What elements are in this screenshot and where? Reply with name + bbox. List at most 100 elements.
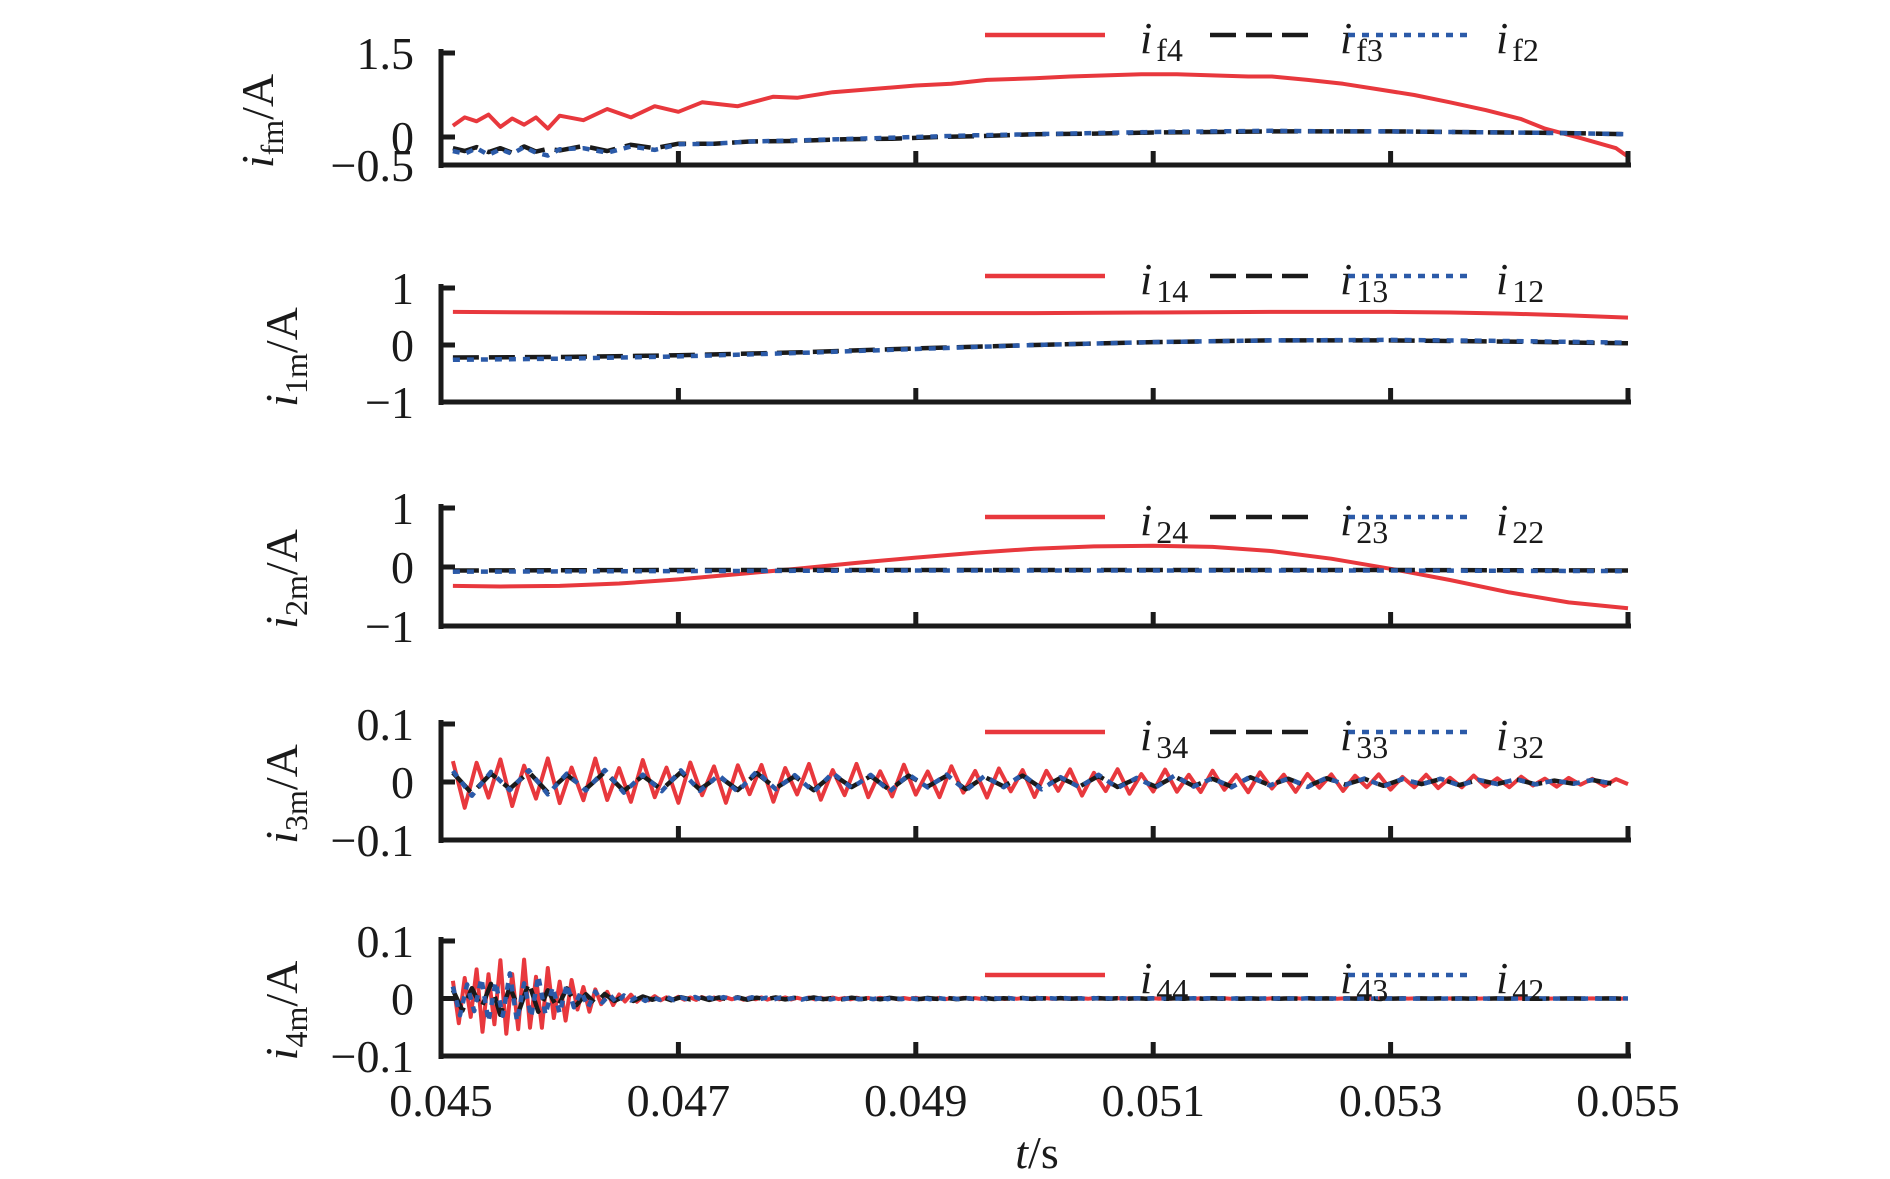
x-tick-label: 0.051 — [1101, 1075, 1205, 1126]
legend-label-var: i — [1140, 255, 1152, 304]
y-axis-label-var: i — [256, 394, 307, 407]
legend: i 34 i 33 i 32 — [985, 711, 1544, 765]
legend-label-var: i — [1140, 496, 1152, 545]
legend-label-var: i — [1496, 255, 1508, 304]
legend-label-var: i — [1496, 14, 1508, 63]
legend-label-i43: i 43 — [1340, 954, 1388, 1008]
legend-label-sub: 14 — [1156, 273, 1188, 309]
series-line-i13 — [452, 338, 1629, 360]
y-tick-label: −0.5 — [331, 140, 414, 191]
legend-label-sub: 42 — [1512, 972, 1544, 1008]
legend-label-var: i — [1140, 14, 1152, 63]
legend-label-i32: i 32 — [1496, 711, 1544, 765]
y-axis-label-sub: 4m — [278, 1007, 314, 1048]
legend-label-i14: i 14 — [1140, 255, 1188, 309]
x-tick-label: 0.049 — [864, 1075, 968, 1126]
series-line-i33 — [451, 769, 1612, 796]
legend: i 14 i 13 i 12 — [985, 255, 1544, 309]
legend-label-sub: 24 — [1156, 514, 1188, 550]
legend: i 24 i 23 i 22 — [985, 496, 1544, 550]
y-tick-label: 1 — [391, 263, 414, 314]
y-axis-label-sub: 1m — [278, 353, 314, 394]
legend-label-i23: i 23 — [1340, 496, 1388, 550]
y-tick-label: 0.1 — [357, 916, 415, 967]
y-axis-label-var: i — [232, 155, 283, 168]
legend-label-i34: i 34 — [1140, 711, 1188, 765]
series-line-if3 — [452, 129, 1629, 155]
y-axis-label-sub: 2m — [278, 575, 314, 616]
legend-label-i13: i 13 — [1340, 255, 1388, 309]
legend-label-sub: 12 — [1512, 273, 1544, 309]
legend-label-var: i — [1496, 711, 1508, 760]
series-line-i42 — [450, 971, 1629, 1024]
x-axis-label: t/s — [1015, 1127, 1058, 1178]
panel-5: 0.045 0.047 0.049 0.051 0.053 0.055−0.100.1i4… — [256, 916, 1680, 1126]
series-line-i14 — [452, 309, 1629, 320]
y-axis-label-unit: /A — [232, 74, 283, 120]
y-tick-label: −1 — [365, 601, 414, 652]
y-tick-label: 0 — [391, 757, 414, 808]
legend-label-var: i — [1340, 954, 1352, 1003]
legend-label-var: i — [1340, 496, 1352, 545]
y-tick-label: −0.1 — [331, 1031, 414, 1082]
legend-label-if4: i f4 — [1140, 14, 1183, 68]
legend-label-var: i — [1140, 711, 1152, 760]
y-tick-label: −0.1 — [331, 815, 414, 866]
legend-label-sub: f4 — [1156, 32, 1183, 68]
legend-label-var: i — [1340, 14, 1352, 63]
legend-label-sub: 43 — [1356, 972, 1388, 1008]
y-axis-label: ifm/A — [232, 74, 290, 168]
y-axis-label: i2m/A — [256, 529, 314, 629]
legend-label-if3: i f3 — [1340, 14, 1383, 68]
y-axis-label-var: i — [256, 1048, 307, 1061]
legend-label-sub: 22 — [1512, 514, 1544, 550]
y-axis-label-unit: /A — [256, 961, 307, 1007]
x-tick-label: 0.055 — [1576, 1075, 1680, 1126]
y-tick-label: 1 — [391, 483, 414, 534]
series-line-i12 — [452, 337, 1629, 363]
x-axis-unit: /s — [1028, 1127, 1059, 1178]
legend-label-i24: i 24 — [1140, 496, 1188, 550]
legend-label-if2: i f2 — [1496, 14, 1539, 68]
y-axis-label-var: i — [256, 831, 307, 844]
legend: i f4 i f3 i f2 — [985, 14, 1539, 68]
legend-label-sub: 44 — [1156, 972, 1188, 1008]
legend-label-var: i — [1340, 255, 1352, 304]
y-tick-label: 0 — [391, 320, 414, 371]
legend-label-i22: i 22 — [1496, 496, 1544, 550]
legend-label-sub: 34 — [1156, 729, 1188, 765]
y-axis-label-unit: /A — [256, 307, 307, 353]
y-axis-label: i4m/A — [256, 961, 314, 1061]
y-tick-label: 0.1 — [357, 699, 415, 750]
series-line-if4 — [451, 72, 1630, 159]
legend-label-var: i — [1496, 496, 1508, 545]
legend-label-i33: i 33 — [1340, 711, 1388, 765]
x-axis-var: t — [1015, 1127, 1029, 1178]
y-axis-label-sub: 3m — [278, 790, 314, 831]
legend: i 44 i 43 i 42 — [985, 954, 1544, 1008]
y-axis-label-var: i — [256, 616, 307, 629]
y-axis-label-unit: /A — [256, 744, 307, 790]
series-line-i22 — [452, 568, 1629, 574]
y-tick-label: 0 — [391, 542, 414, 593]
legend-label-sub: 32 — [1512, 729, 1544, 765]
legend-label-sub: 33 — [1356, 729, 1388, 765]
y-axis-label-sub: fm — [254, 120, 290, 156]
series-line-i24 — [452, 543, 1629, 611]
x-tick-label: 0.045 — [389, 1075, 493, 1126]
y-axis-label: i1m/A — [256, 307, 314, 407]
legend-label-sub: f2 — [1512, 32, 1539, 68]
legend-label-sub: 13 — [1356, 273, 1388, 309]
legend-label-var: i — [1140, 954, 1152, 1003]
y-tick-label: 0 — [391, 112, 414, 163]
y-tick-label: −1 — [365, 377, 414, 428]
y-tick-label: 0 — [391, 974, 414, 1025]
legend-label-i44: i 44 — [1140, 954, 1188, 1008]
x-tick-label: 0.053 — [1339, 1075, 1443, 1126]
legend-label-sub: f3 — [1356, 32, 1383, 68]
